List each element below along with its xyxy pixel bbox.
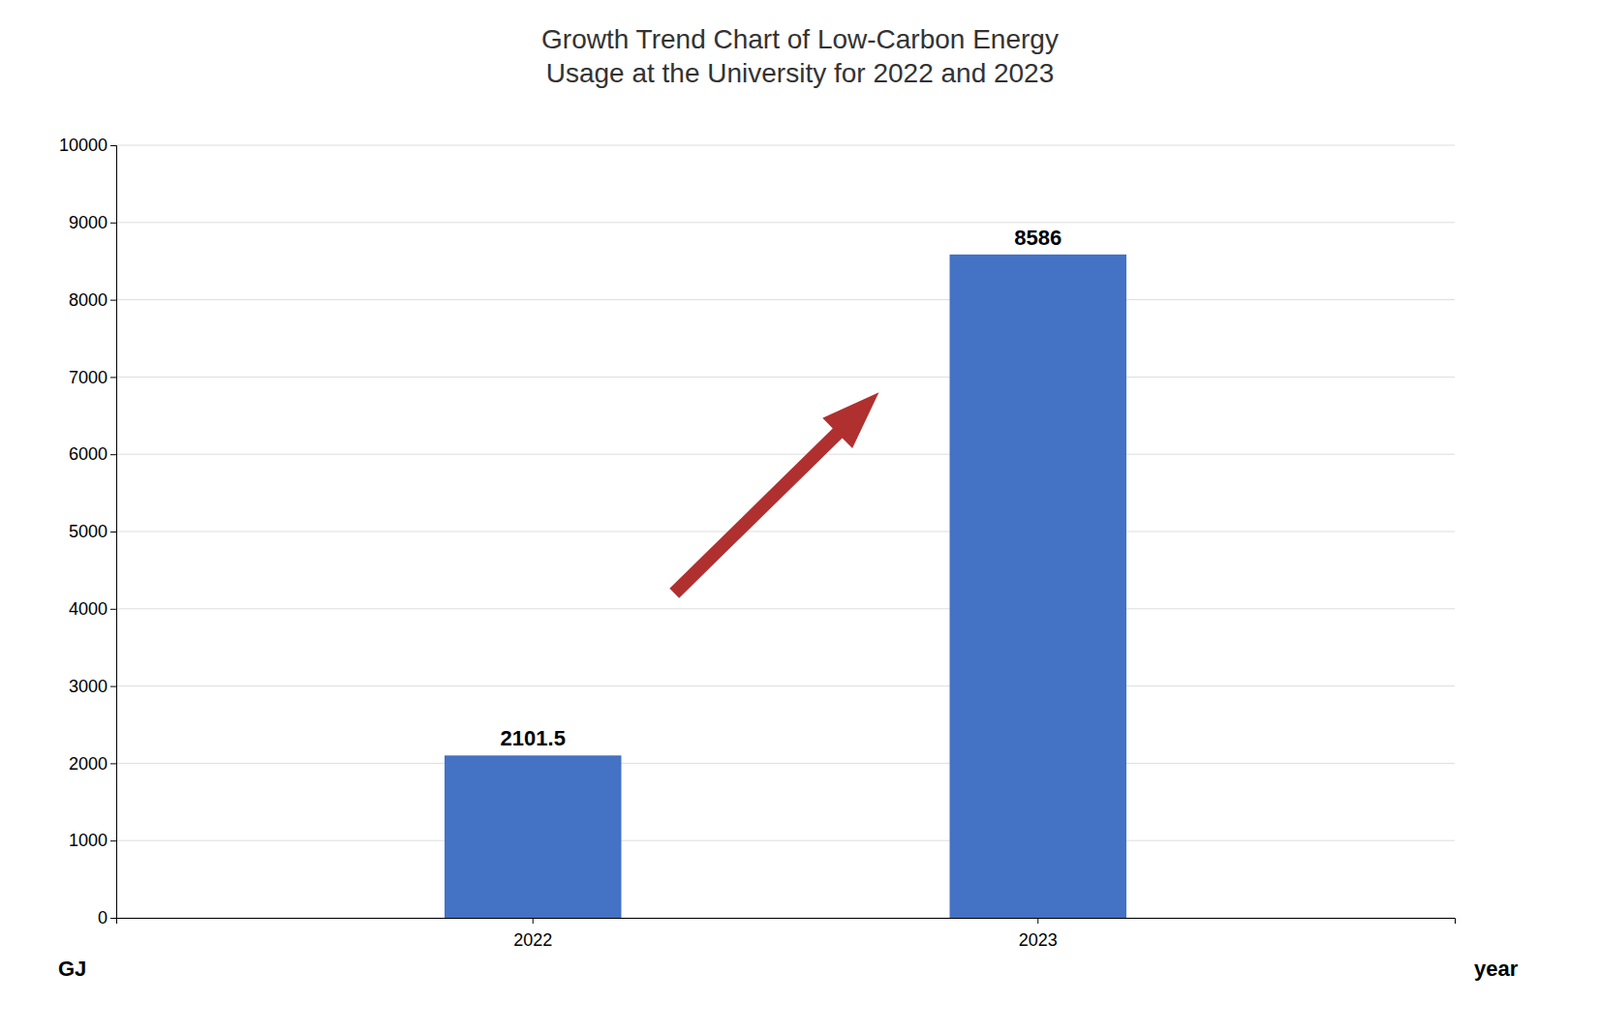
y-tick-label: 6000 <box>68 444 108 464</box>
x-tick-label: 2022 <box>513 930 553 951</box>
bar <box>949 254 1127 919</box>
y-axis: 0 1000 2000 3000 4000 5000 6000 7000 8000 9000 100… <box>59 135 118 928</box>
bar <box>444 755 622 919</box>
y-tick-label: 7000 <box>68 368 108 388</box>
x-tick-label: 2023 <box>1018 930 1058 951</box>
y-tick-mark <box>110 840 117 842</box>
y-tick-mark <box>110 609 117 611</box>
y-tick-mark <box>110 145 117 147</box>
y-tick-mark <box>110 376 117 378</box>
y-tick: 7000 <box>68 368 117 388</box>
grid-line <box>116 840 1455 842</box>
title: Growth Trend Chart of Low-Carbon EnergyU… <box>541 24 1059 89</box>
y-tick: 5000 <box>68 522 117 542</box>
y-tick-label: 9000 <box>68 213 108 233</box>
y-tick-mark <box>110 222 117 224</box>
arrow-layer <box>659 377 894 610</box>
y-tick: 8000 <box>68 290 117 310</box>
chart: 0 1000 2000 3000 4000 5000 6000 7000 8000 9000 100… <box>0 0 1600 1034</box>
y-tick: 3000 <box>68 676 117 697</box>
y-tick-label: 3000 <box>68 676 108 697</box>
grid-line <box>116 454 1455 456</box>
x-axis: 2022 2023 <box>117 918 1456 951</box>
grid-line <box>116 221 1455 223</box>
y-tick-mark <box>110 454 117 456</box>
y-axis-label: GJ <box>58 956 87 982</box>
y-tick-mark <box>110 686 117 688</box>
y-tick-label: 5000 <box>68 522 108 542</box>
y-tick-label: 4000 <box>68 599 108 619</box>
grid <box>116 145 1455 919</box>
y-tick: 0 <box>97 908 117 928</box>
bars <box>444 254 1127 919</box>
x-tick: 2022 <box>513 918 553 951</box>
y-tick: 6000 <box>68 444 117 464</box>
y-tick: 4000 <box>68 599 117 619</box>
y-tick-label: 2000 <box>68 754 108 774</box>
y-tick-label: 8000 <box>68 290 108 310</box>
y-tick-label: 1000 <box>68 830 108 851</box>
x-tick: 2023 <box>1018 918 1058 951</box>
y-tick-label: 0 <box>97 908 108 928</box>
y-tick-label: 10000 <box>59 135 108 155</box>
plot: 0 1000 2000 3000 4000 5000 6000 7000 8000 9000 100… <box>59 135 1456 951</box>
y-tick-mark <box>110 300 117 302</box>
y-tick: 9000 <box>68 213 117 233</box>
grid-line <box>116 376 1455 378</box>
y-tick-mark <box>110 531 117 533</box>
grid-line <box>116 763 1455 765</box>
data-label: 2101.5 <box>500 726 566 751</box>
y-tick: 10000 <box>59 135 117 155</box>
growth-arrow <box>659 377 894 610</box>
x-axis-line <box>117 919 1456 925</box>
x-tick-mark <box>1037 918 1039 924</box>
x-axis-label: year <box>1474 956 1519 982</box>
grid-line <box>116 145 1455 147</box>
grid-line <box>116 685 1455 687</box>
data-labels: 2101.5 8586 <box>500 225 1063 751</box>
grid-line <box>116 608 1455 610</box>
y-tick: 1000 <box>68 830 117 851</box>
x-tick-mark <box>532 918 534 924</box>
grid-line <box>116 531 1455 533</box>
y-tick-mark <box>110 763 117 765</box>
y-tick: 2000 <box>68 754 117 774</box>
grid-line <box>116 299 1455 301</box>
data-label: 8586 <box>1014 225 1062 250</box>
y-tick-mark <box>110 918 117 920</box>
y-axis-line <box>110 146 118 920</box>
